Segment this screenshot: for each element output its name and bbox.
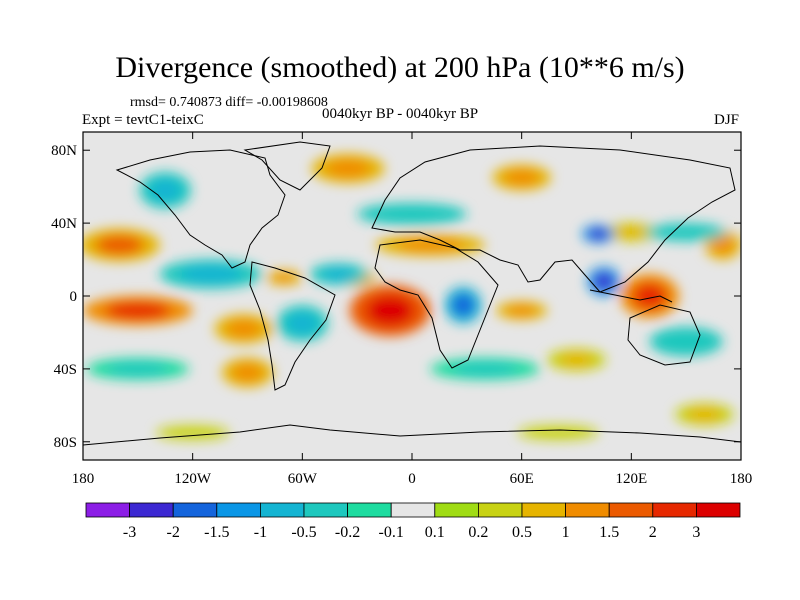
colorbar-box-9 <box>477 502 523 518</box>
colorbar-box-8 <box>434 502 479 518</box>
stats-label: rmsd= 0.740873 diff= -0.00198608 <box>130 95 328 110</box>
x-tick-label-2: 60W <box>288 471 318 487</box>
colorbar-box-1 <box>129 502 174 518</box>
divergence-field <box>83 153 741 440</box>
x-tick-label-1: 120W <box>174 471 212 487</box>
colorbar-label-2: -1.5 <box>204 524 229 541</box>
field-core-13 <box>149 179 181 202</box>
y-tick-label-1: 40N <box>51 216 77 232</box>
field-core-1 <box>104 301 171 320</box>
field-core-2 <box>226 320 262 338</box>
y-axis: 80N 40N 0 40S 80S <box>51 143 741 451</box>
colorbar-box-10 <box>521 502 566 518</box>
y-tick-label-4: 80S <box>54 435 77 451</box>
coastlines <box>83 141 741 446</box>
colorbar-label-8: 0.2 <box>468 524 488 541</box>
colorbar-box-4 <box>259 502 305 518</box>
field-core-7 <box>506 305 538 317</box>
field-core-22 <box>452 362 519 376</box>
season-label: DJF <box>714 112 740 128</box>
colorbar-label-6: -0.1 <box>379 524 404 541</box>
colorbar-box-2 <box>172 502 218 518</box>
y-tick-label-3: 40S <box>54 362 77 378</box>
x-tick-label-3: 0 <box>408 471 416 487</box>
colorbar-label-5: -0.2 <box>335 524 360 541</box>
coastline-greenland <box>243 141 331 191</box>
x-tick-label-5: 120E <box>615 471 647 487</box>
colorbar-label-1: -2 <box>167 524 180 541</box>
colorbar-box-5 <box>303 502 348 518</box>
coastline-north-america <box>115 149 286 269</box>
field-core-12 <box>711 236 734 254</box>
colorbar-label-10: 1 <box>562 524 570 541</box>
field-core-11 <box>611 226 652 238</box>
x-tick-label-0: 180 <box>72 471 95 487</box>
colorbar-box-12 <box>608 502 654 518</box>
field-core-24 <box>664 332 709 351</box>
colorbar-box-14 <box>696 502 741 518</box>
field-core-17 <box>452 294 475 317</box>
field-core-10 <box>504 169 540 186</box>
colorbar-box-3 <box>216 502 261 518</box>
colorbar-label-4: -0.5 <box>291 524 316 541</box>
colorbar-box-0 <box>85 502 130 518</box>
field-core-25 <box>232 363 263 382</box>
coastline-antarctica <box>83 424 741 446</box>
field-core-14 <box>180 265 242 283</box>
field-core-5 <box>397 238 464 252</box>
colorbar-box-13 <box>652 502 697 518</box>
field-core-6 <box>632 282 668 310</box>
coastline-australia <box>627 304 701 366</box>
colorbar-box-11 <box>565 502 610 518</box>
x-tick-label-6: 180 <box>730 471 753 487</box>
field-core-8 <box>273 273 296 283</box>
field-core-9 <box>326 159 370 178</box>
chart-title: Divergence (smoothed) at 200 hPa (10**6 … <box>115 51 685 84</box>
colorbar-label-7: 0.1 <box>425 524 445 541</box>
field-core-20 <box>662 226 711 238</box>
field-core-18 <box>594 272 614 291</box>
field-core-21 <box>107 362 169 376</box>
coastline-south-america <box>249 261 336 391</box>
coastline-indonesia <box>589 289 673 303</box>
colorbar-label-0: -3 <box>123 524 136 541</box>
field-core-3 <box>365 295 415 326</box>
colorbar-label-12: 2 <box>649 524 657 541</box>
field-core-0 <box>95 235 144 255</box>
y-tick-label-2: 0 <box>70 289 78 305</box>
field-core-26 <box>558 353 595 367</box>
field-core-16 <box>286 312 318 335</box>
coastline-africa <box>374 239 499 369</box>
colorbar-label-3: -1 <box>254 524 267 541</box>
x-axis: 180 120W 60W 0 60E 120E 180 <box>72 132 753 487</box>
experiment-label: Expt = tevtC1-teixC <box>82 112 204 128</box>
y-tick-label-0: 80N <box>51 143 77 159</box>
coastline-eurasia <box>371 145 736 293</box>
period-label: 0040kyr BP - 0040kyr BP <box>322 106 479 122</box>
colorbar-label-13: 3 <box>692 524 700 541</box>
colorbar-label-9: 0.5 <box>512 524 532 541</box>
colorbar-box-6 <box>347 502 392 518</box>
field-core-15 <box>321 267 357 281</box>
field-core-29 <box>686 407 722 422</box>
x-tick-label-4: 60E <box>510 471 534 487</box>
colorbar-label-11: 1.5 <box>599 524 619 541</box>
field-core-23 <box>379 207 445 221</box>
colorbar-box-7 <box>390 502 436 518</box>
field-core-19 <box>588 228 609 240</box>
